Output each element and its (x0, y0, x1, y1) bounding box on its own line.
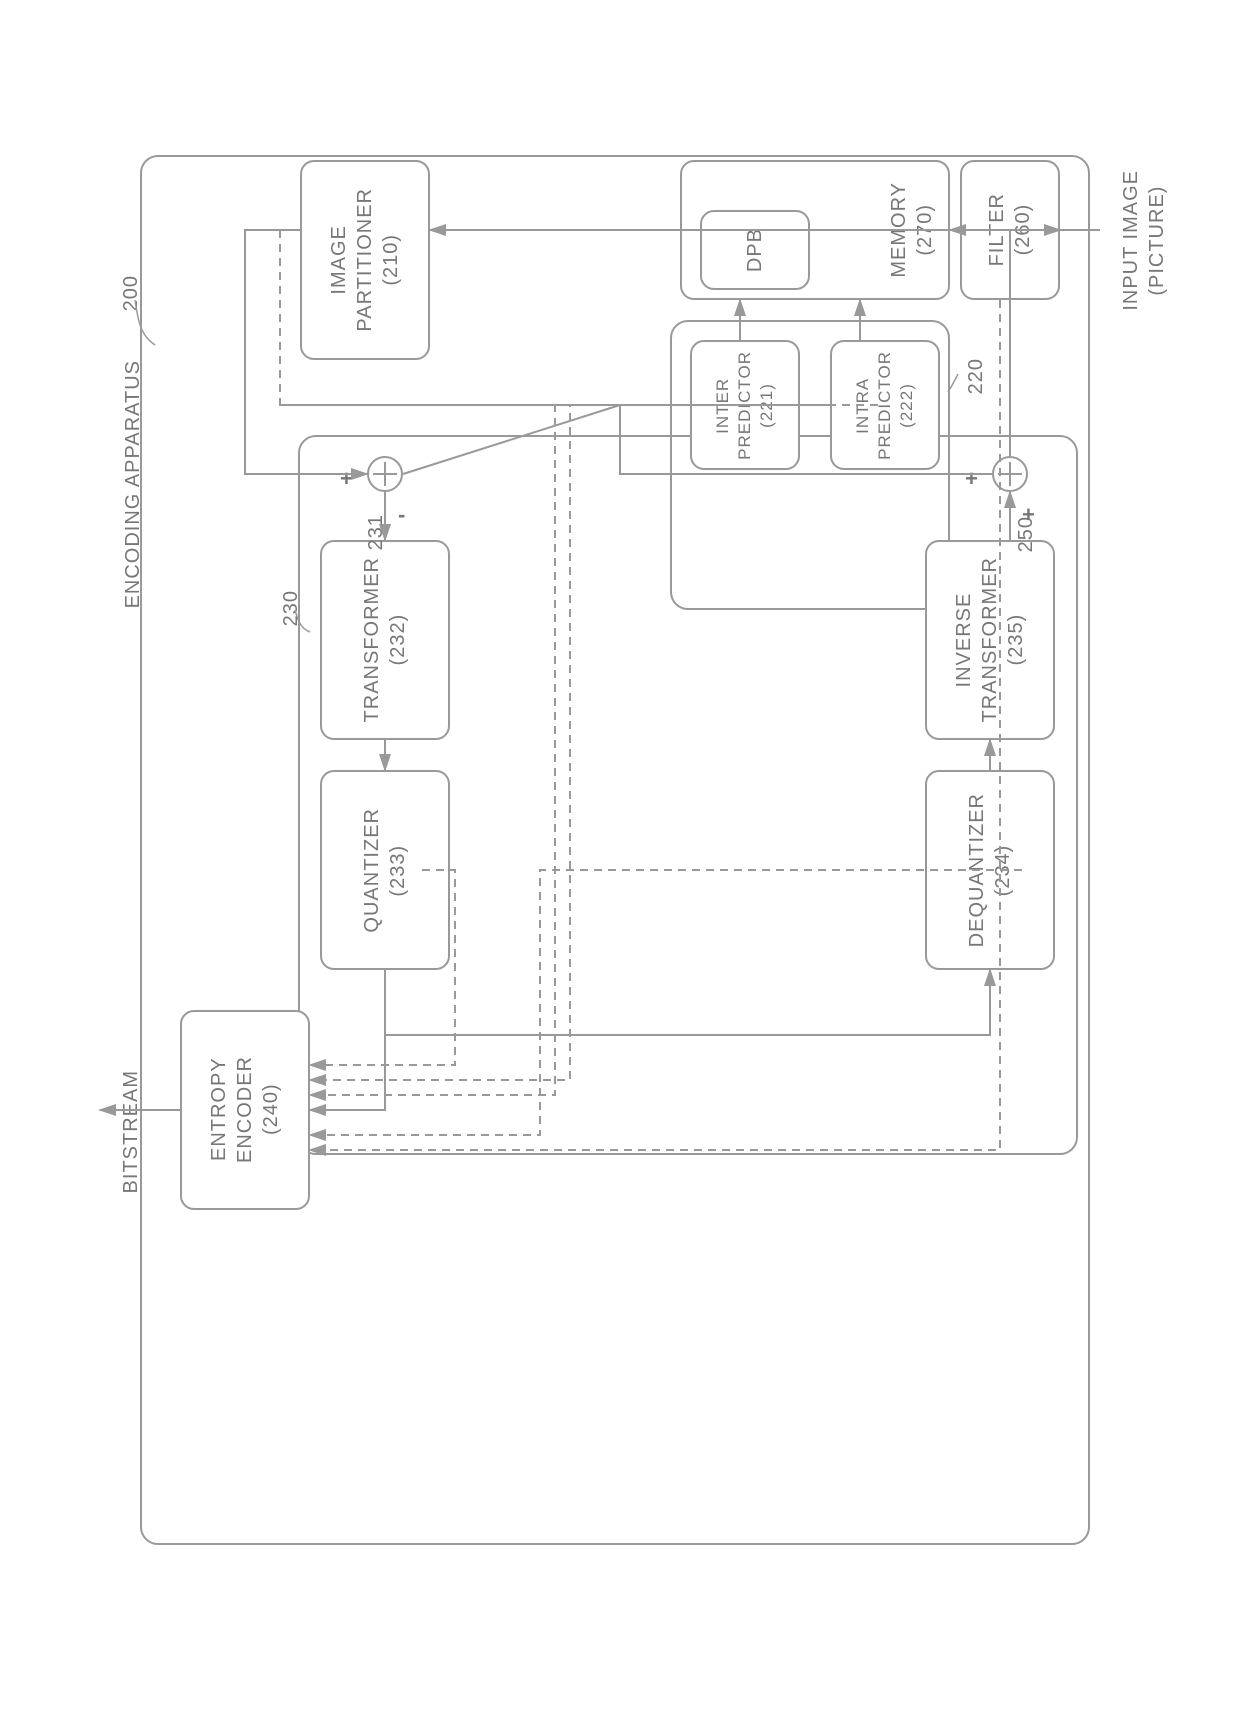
memory-line1: MEMORY (888, 182, 910, 278)
inter-predictor-block: INTER PREDICTOR (221) (690, 340, 800, 470)
transformer-line1: TRANSFORMER (361, 557, 383, 722)
output-label: BITSTREAM (118, 1070, 144, 1193)
intra-num: (222) (897, 383, 916, 428)
subtractor-plus-sign: + (340, 466, 353, 492)
image-partitioner-line1: IMAGE (328, 225, 350, 294)
adder-plus-sign-1: + (965, 466, 978, 492)
dpb-block: DPB (700, 210, 810, 290)
transformer-block: TRANSFORMER (232) (320, 540, 450, 740)
input-label-line1: INPUT IMAGE (1118, 170, 1144, 311)
intra-line1: INTRA (853, 377, 872, 433)
intra-line2: PREDICTOR (875, 351, 894, 460)
image-partitioner-line2: PARTITIONER (354, 188, 376, 332)
entropy-encoder-block: ENTROPY ENCODER (240) (180, 1010, 310, 1210)
ref-230: 230 (280, 590, 303, 626)
entropy-line2: ENCODER (234, 1056, 256, 1163)
dequantizer-num: (234) (992, 844, 1014, 896)
image-partitioner-num: (210) (380, 234, 402, 286)
quantizer-line1: QUANTIZER (361, 808, 383, 933)
input-label: INPUT IMAGE (PICTURE) (1118, 170, 1170, 311)
invtrans-line2: TRANSFORMER (979, 557, 1001, 722)
dpb-line1: DPB (744, 228, 766, 272)
inter-line2: PREDICTOR (735, 351, 754, 460)
entropy-line1: ENTROPY (208, 1058, 230, 1162)
filter-block: FILTER (260) (960, 160, 1060, 300)
inter-num: (221) (757, 383, 776, 428)
ref-220: 220 (965, 358, 988, 394)
intra-predictor-block: INTRA PREDICTOR (222) (830, 340, 940, 470)
ref-200: 200 (120, 275, 143, 311)
ref-250: 250 (1015, 516, 1038, 552)
memory-num: (270) (914, 204, 936, 256)
dequantizer-block: DEQUANTIZER (234) (925, 770, 1055, 970)
quantizer-num: (233) (387, 844, 409, 896)
ref-231: 231 (365, 514, 388, 550)
adder-node (992, 456, 1028, 492)
filter-line1: FILTER (986, 193, 1008, 266)
invtrans-num: (235) (1005, 614, 1027, 666)
image-partitioner-block: IMAGE PARTITIONER (210) (300, 160, 430, 360)
inverse-transformer-block: INVERSE TRANSFORMER (235) (925, 540, 1055, 740)
subtractor-node (367, 456, 403, 492)
transformer-num: (232) (387, 614, 409, 666)
invtrans-line1: INVERSE (953, 593, 975, 688)
encoding-apparatus-label: ENCODING APPARATUS (120, 360, 146, 608)
entropy-num: (240) (260, 1084, 282, 1136)
inter-line1: INTER (713, 377, 732, 433)
quantizer-block: QUANTIZER (233) (320, 770, 450, 970)
subtractor-minus-sign: - (398, 502, 405, 528)
filter-num: (260) (1012, 204, 1034, 256)
dequantizer-line1: DEQUANTIZER (966, 793, 988, 947)
input-label-line2: (PICTURE) (1144, 170, 1170, 311)
